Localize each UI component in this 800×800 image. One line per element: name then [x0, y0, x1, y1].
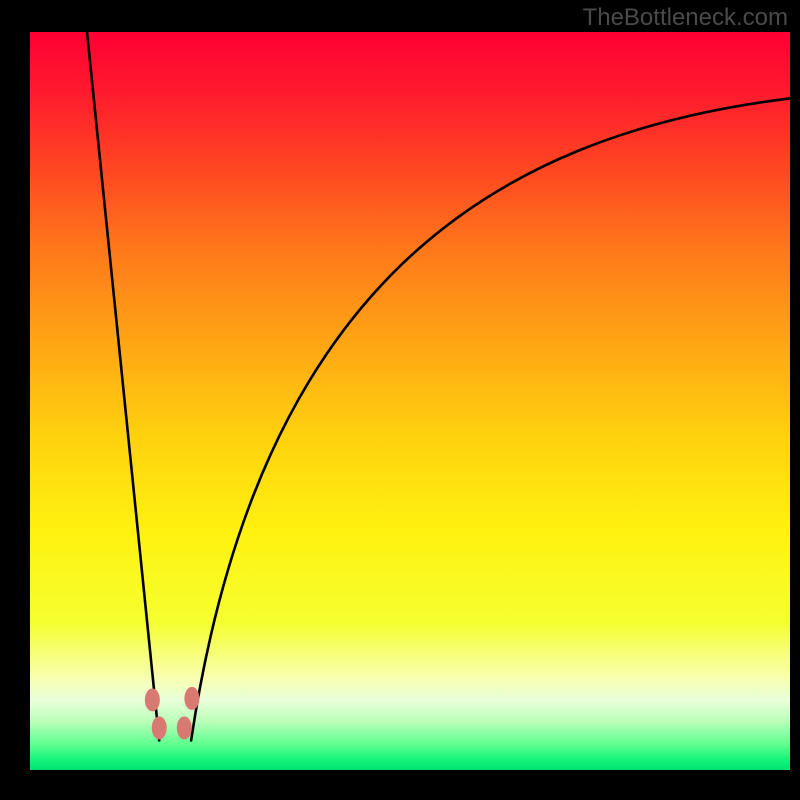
attribution-label: TheBottleneck.com [583, 4, 788, 32]
minimum-marker [152, 717, 166, 739]
bottleneck-curves [30, 32, 790, 770]
curve-left-branch [87, 32, 159, 740]
minimum-marker [177, 717, 191, 739]
plot-area [30, 32, 790, 770]
curve-right-branch [191, 98, 790, 740]
minimum-marker [185, 687, 199, 709]
minimum-marker [145, 689, 159, 711]
